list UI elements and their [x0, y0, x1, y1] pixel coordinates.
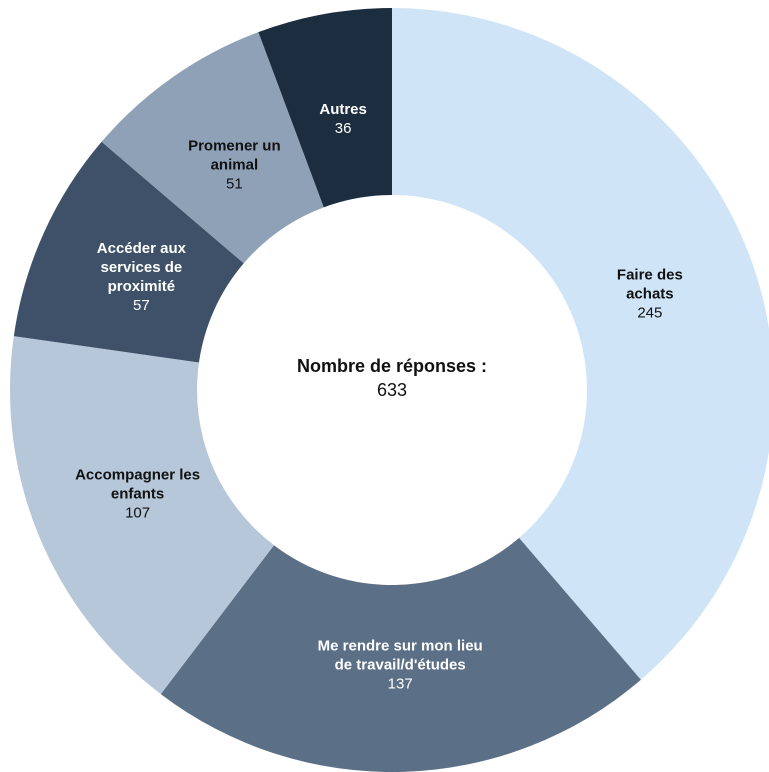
slice-label: Promener un animal 51 — [169, 136, 299, 193]
slice — [13, 141, 244, 363]
slice-name: Promener un animal — [188, 137, 281, 174]
slice — [10, 336, 274, 695]
slice-label: Me rendre sur mon lieu de travail/d'étud… — [310, 636, 490, 693]
center-label: Nombre de réponses : — [296, 356, 488, 376]
slice-value: 107 — [125, 504, 151, 522]
slice-value: 137 — [387, 675, 413, 693]
slice-name: Faire des achats — [616, 266, 683, 303]
slice-name: Me rendre sur mon lieu de travail/d'étud… — [317, 637, 483, 674]
slice-name: Accéder aux services de proximité — [96, 239, 186, 295]
slice-label: Accéder aux services de proximité 57 — [76, 239, 206, 315]
center-value: 633 — [376, 380, 408, 400]
slice-value: 245 — [637, 304, 663, 322]
slice — [392, 8, 769, 680]
slice-label: Faire des achats 245 — [600, 266, 700, 323]
slice-label: Autres 36 — [293, 100, 393, 138]
slice-name: Accompagner les enfants — [75, 466, 201, 503]
slice-name: Autres — [319, 101, 367, 119]
slice-value: 36 — [334, 120, 352, 138]
slice — [160, 537, 641, 772]
slice-label: Accompagner les enfants 107 — [53, 466, 223, 523]
slice — [258, 8, 392, 208]
center-text: Nombre de réponses : 633 — [297, 354, 487, 402]
slice — [101, 32, 324, 264]
slice-value: 51 — [226, 175, 243, 193]
slice-value: 57 — [133, 296, 150, 314]
